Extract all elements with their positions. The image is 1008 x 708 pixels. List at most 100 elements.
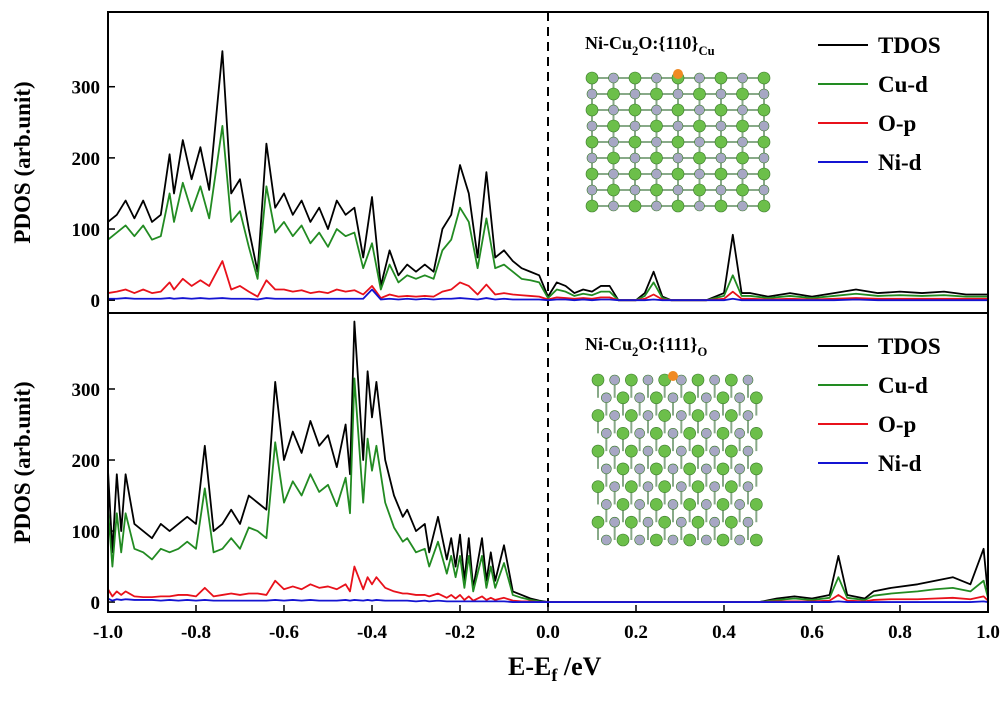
atom	[750, 392, 762, 404]
y-tick-label: 300	[72, 78, 101, 99]
atom	[592, 374, 604, 386]
atom	[694, 120, 706, 132]
atom	[743, 375, 753, 385]
legend-label: O-p	[878, 111, 916, 136]
atom	[673, 185, 683, 195]
atom	[587, 121, 597, 131]
x-tick-label: 0.0	[536, 622, 560, 643]
atom	[586, 104, 598, 116]
x-tick-label: -0.8	[181, 622, 211, 643]
atom	[692, 445, 704, 457]
atom	[701, 535, 711, 545]
atom	[586, 136, 598, 148]
atom	[629, 136, 641, 148]
atom	[625, 481, 637, 493]
y-tick-label: 200	[72, 149, 101, 170]
atom	[750, 427, 762, 439]
atom	[643, 517, 653, 527]
atom	[759, 185, 769, 195]
atom	[625, 410, 637, 422]
atom	[586, 168, 598, 180]
y-axis-label: PDOS (arb.unit)	[10, 81, 35, 243]
atom	[668, 393, 678, 403]
atom	[695, 105, 705, 115]
atom	[758, 72, 770, 84]
atom	[743, 446, 753, 456]
atom	[725, 374, 737, 386]
atom	[694, 88, 706, 100]
atom	[673, 153, 683, 163]
annotation-part: O	[698, 345, 708, 359]
atom	[701, 428, 711, 438]
x-axis-label-part: E-E	[508, 652, 551, 681]
page: {"chart_data": [ {"type": "line", "ylabe…	[0, 0, 1008, 708]
atom	[710, 517, 720, 527]
atom	[608, 152, 620, 164]
atom	[750, 498, 762, 510]
atom	[673, 89, 683, 99]
atom	[601, 428, 611, 438]
atom	[587, 89, 597, 99]
atom	[635, 464, 645, 474]
atom	[610, 375, 620, 385]
atom	[650, 498, 662, 510]
atom	[676, 482, 686, 492]
atom	[676, 517, 686, 527]
atom	[692, 481, 704, 493]
atom	[738, 105, 748, 115]
atom	[684, 534, 696, 546]
annotation-part: O:{111}	[638, 334, 697, 354]
atom	[659, 410, 671, 422]
atom	[625, 445, 637, 457]
atom	[601, 464, 611, 474]
atom	[652, 105, 662, 115]
atom	[592, 445, 604, 457]
atom	[672, 200, 684, 212]
atom	[758, 200, 770, 212]
atom	[758, 104, 770, 116]
atom	[586, 72, 598, 84]
atom	[725, 445, 737, 457]
atom	[738, 73, 748, 83]
atom	[710, 375, 720, 385]
x-axis-label: E-Ef /eV	[508, 652, 602, 685]
atom	[695, 137, 705, 147]
atom	[716, 89, 726, 99]
atom	[684, 463, 696, 475]
atom	[695, 169, 705, 179]
x-tick-label: 0.2	[624, 622, 648, 643]
x-tick-label: 1.0	[976, 622, 1000, 643]
legend-label: Ni-d	[878, 150, 922, 175]
atom	[659, 445, 671, 457]
legend-label: TDOS	[878, 33, 941, 58]
legend-label: Cu-d	[878, 72, 928, 97]
atom	[694, 152, 706, 164]
y-axis-label: PDOS (arb.unit)	[10, 381, 35, 543]
atom	[743, 482, 753, 492]
atom	[617, 427, 629, 439]
atom	[692, 374, 704, 386]
atom	[717, 463, 729, 475]
atom	[617, 392, 629, 404]
atom	[673, 121, 683, 131]
atom	[586, 200, 598, 212]
x-axis-label-part: /eV	[557, 652, 601, 681]
atom	[717, 534, 729, 546]
atom	[608, 88, 620, 100]
atom	[608, 120, 620, 132]
atom	[652, 137, 662, 147]
atom	[710, 446, 720, 456]
legend-label: O-p	[878, 412, 916, 437]
atom	[610, 517, 620, 527]
atom	[592, 481, 604, 493]
atom	[695, 73, 705, 83]
atom	[635, 535, 645, 545]
atom	[750, 463, 762, 475]
atom	[738, 137, 748, 147]
atom	[743, 411, 753, 421]
atom	[695, 201, 705, 211]
atom	[717, 427, 729, 439]
atom	[738, 201, 748, 211]
atom	[735, 428, 745, 438]
atom	[738, 169, 748, 179]
